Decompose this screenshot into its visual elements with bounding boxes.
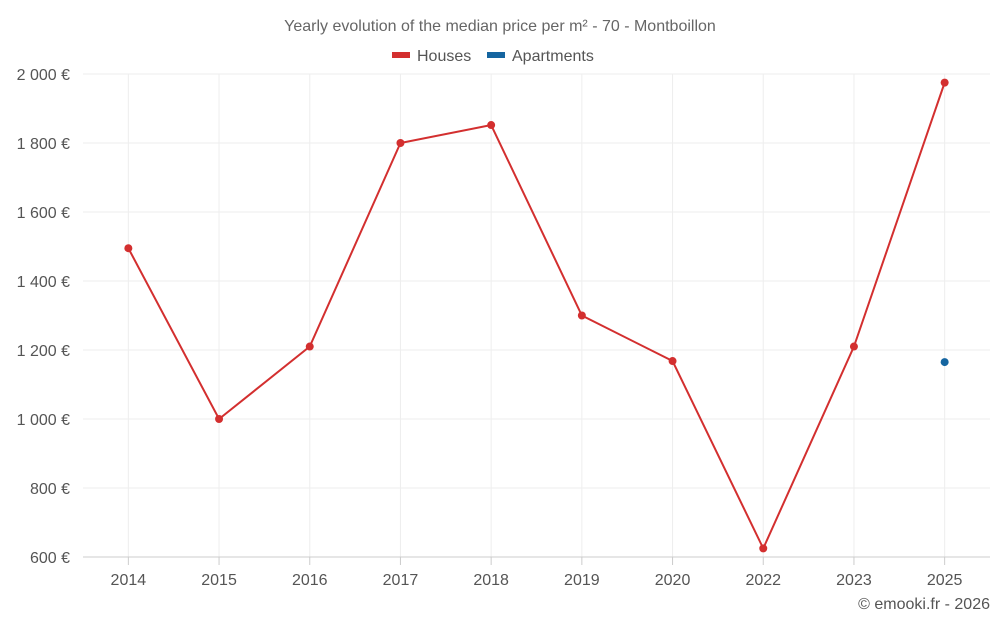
legend-label-apartments: Apartments [512, 48, 594, 65]
x-tick-label: 2025 [927, 572, 963, 589]
x-tick-label: 2018 [473, 572, 509, 589]
y-tick-label: 2 000 € [17, 67, 70, 84]
data-point-houses[interactable] [577, 311, 586, 320]
legend-item-apartments[interactable]: Apartments [487, 48, 594, 65]
gridlines [83, 73, 990, 558]
legend-item-houses[interactable]: Houses [392, 48, 471, 65]
y-tick-label: 1 400 € [17, 274, 70, 291]
data-point-apartments[interactable] [940, 358, 949, 367]
x-tick-label: 2017 [383, 572, 419, 589]
y-tick-label: 800 € [30, 481, 70, 498]
x-tick-label: 2020 [655, 572, 691, 589]
data-point-houses[interactable] [759, 544, 768, 553]
data-point-houses[interactable] [396, 139, 405, 147]
x-tick-label: 2015 [201, 572, 237, 589]
x-tick-label: 2016 [292, 572, 328, 589]
y-tick-label: 1 800 € [17, 136, 70, 153]
data-point-houses[interactable] [124, 244, 133, 253]
y-tick-label: 1 000 € [17, 412, 70, 429]
x-tick-label: 2014 [111, 572, 147, 589]
y-tick-label: 1 200 € [17, 343, 70, 360]
credit: © emooki.fr - 2026 [858, 596, 990, 613]
y-axis: 600 € 800 € 1 000 € 1 200 € 1 400 € 1 600 € 1 … [17, 67, 70, 567]
legend-swatch-apartments [487, 52, 505, 58]
data-point-houses[interactable] [305, 342, 314, 351]
x-tick-label: 2022 [745, 572, 781, 589]
x-tick-label: 2019 [564, 572, 600, 589]
x-axis: 2014 2015 2016 2017 2018 2019 2020 2022 2023 2025 [111, 557, 963, 589]
series-line-houses [127, 82, 946, 551]
data-point-houses[interactable] [668, 357, 677, 366]
legend-swatch-houses [392, 52, 410, 58]
legend: Houses Apartments [392, 48, 594, 65]
data-point-houses[interactable] [849, 342, 858, 351]
data-point-houses[interactable] [940, 78, 949, 87]
x-tick-label: 2023 [836, 572, 872, 589]
legend-label-houses: Houses [417, 48, 471, 65]
data-point-houses[interactable] [487, 121, 496, 130]
chart-title: Yearly evolution of the median price per… [284, 18, 716, 35]
series-layer [124, 78, 949, 553]
y-tick-label: 1 600 € [17, 205, 70, 222]
data-point-houses[interactable] [215, 415, 224, 423]
y-tick-label: 600 € [30, 550, 70, 567]
